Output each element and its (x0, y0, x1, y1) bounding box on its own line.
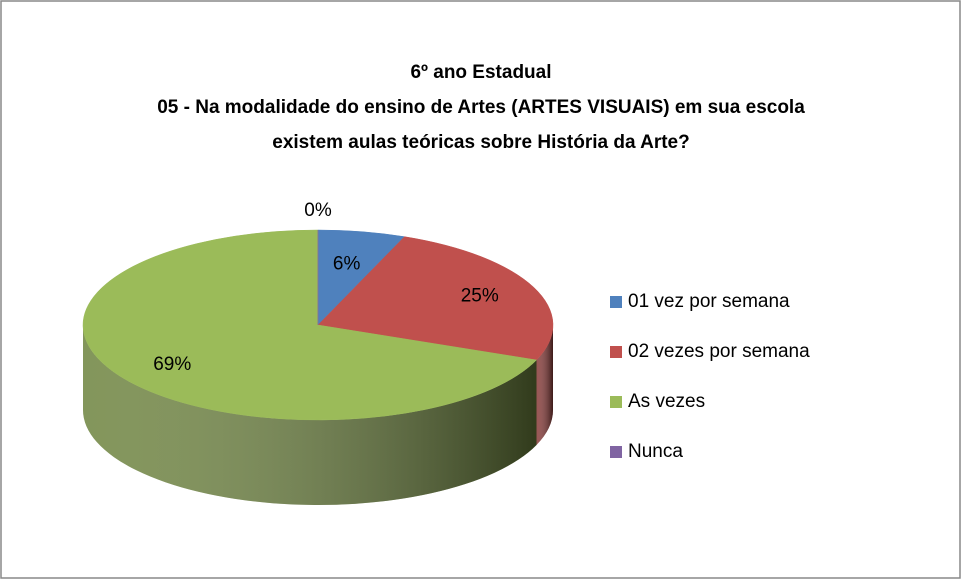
slice (317, 236, 554, 361)
legend-swatch (610, 346, 622, 358)
slice (82, 229, 538, 421)
legend-label: Nunca (628, 441, 683, 462)
chart-title: 6º ano Estadual (410, 62, 552, 83)
slice-side-shade (82, 325, 537, 506)
data-label: 69% (153, 354, 191, 375)
legend-swatch (610, 296, 622, 308)
titles: 6º ano Estadual 05 - Na modalidade do en… (0, 55, 962, 160)
legend-swatch (610, 396, 622, 408)
data-label: 6% (333, 253, 361, 274)
legend-label: 01 vez por semana (628, 291, 790, 312)
data-label: 25% (461, 286, 499, 307)
legend-label: 02 vezes por semana (628, 341, 810, 362)
legend-label: As vezes (628, 391, 705, 412)
data-label: 0% (304, 200, 332, 221)
slice-side-shade (536, 325, 553, 445)
legend-swatch (610, 446, 622, 458)
chart-subtitle: 05 - Na modalidade do ensino de Artes (A… (157, 97, 805, 153)
